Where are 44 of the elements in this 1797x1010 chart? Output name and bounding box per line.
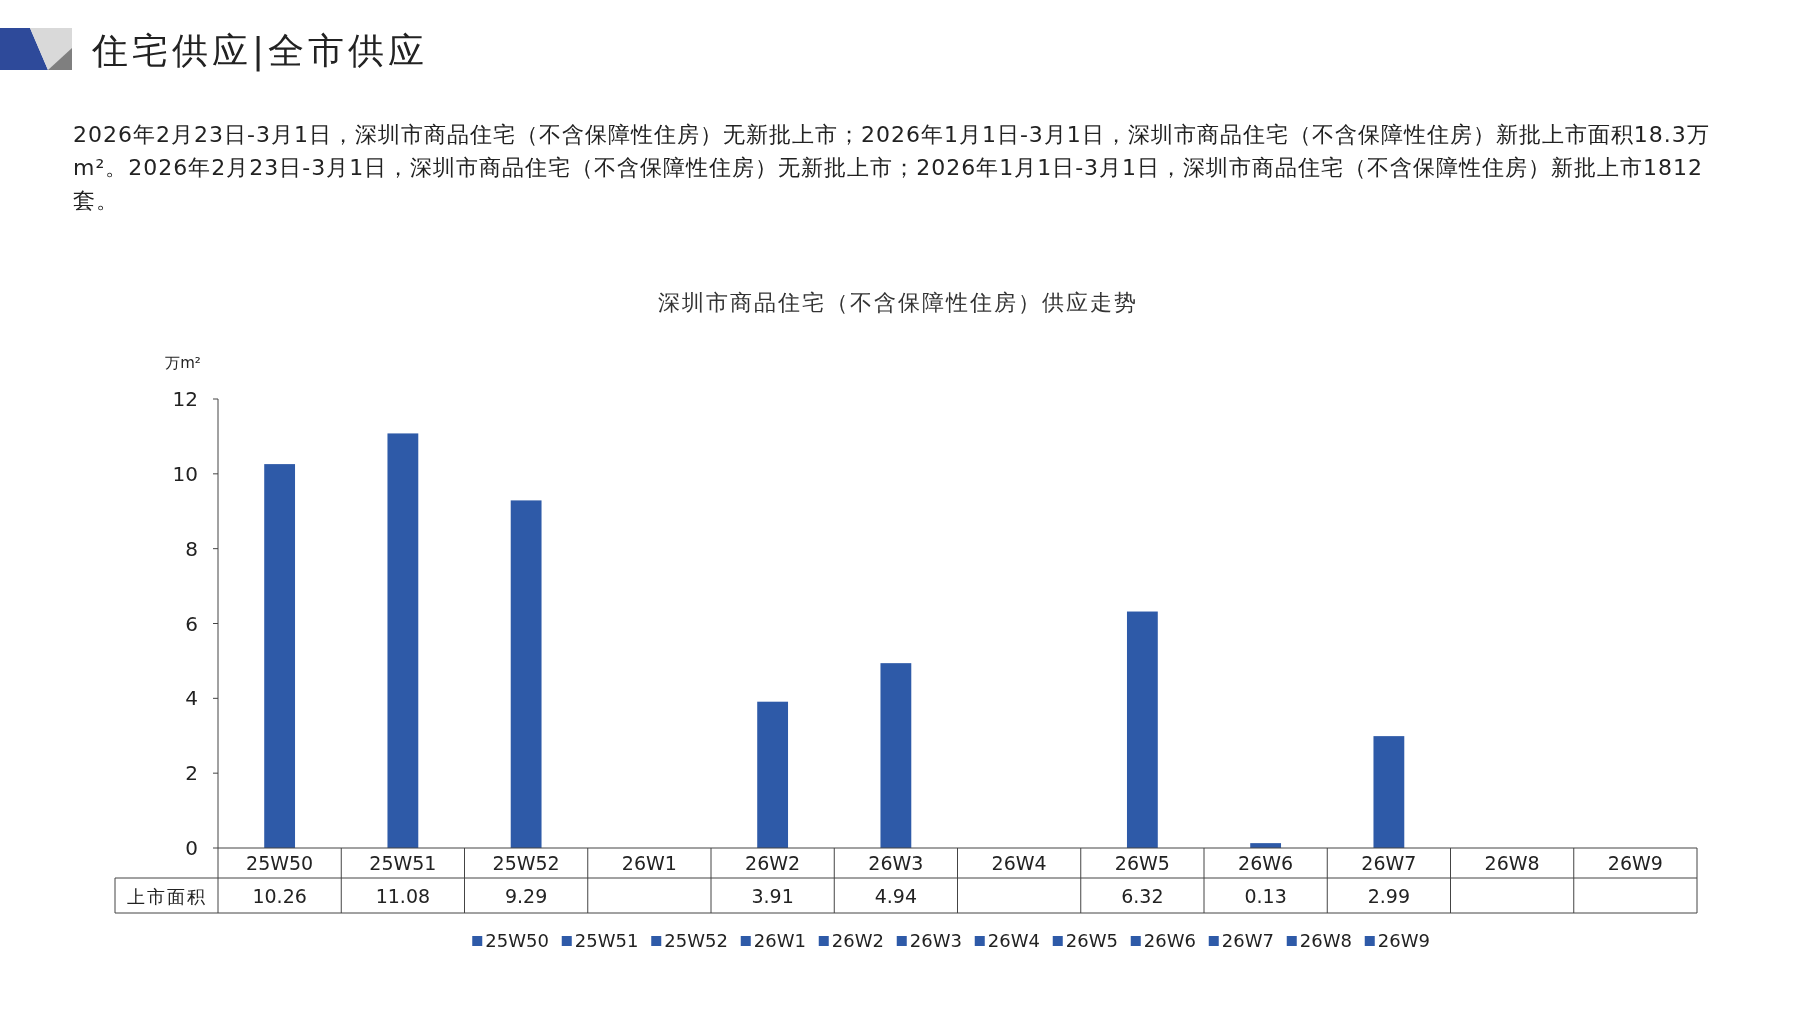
data-label: 11.08 bbox=[375, 885, 431, 907]
y-tick-label: 12 bbox=[172, 387, 198, 411]
y-tick-label: 2 bbox=[185, 761, 198, 786]
category-label: 26W2 bbox=[831, 930, 884, 951]
y-tick-label: 4 bbox=[185, 686, 198, 711]
category-label: 25W50 bbox=[485, 930, 549, 951]
data-label: 0.13 bbox=[1244, 885, 1287, 907]
category-label: 26W1 bbox=[753, 930, 806, 951]
category-label: 25W51 bbox=[574, 930, 639, 951]
data-label: 6.32 bbox=[1121, 885, 1164, 907]
x-tick-label: 26W5 bbox=[1114, 852, 1170, 874]
x-tick-label: 25W50 bbox=[246, 852, 314, 874]
x-tick-label: 26W2 bbox=[745, 852, 801, 874]
y-axis-title: 万m² bbox=[165, 354, 201, 372]
x-tick-label: 26W9 bbox=[1607, 852, 1663, 874]
text: 深圳市商品住宅（不含保障性住房）供应走势 bbox=[657, 290, 1138, 315]
category-label: 26W6 bbox=[1143, 930, 1196, 951]
x-tick-label: 26W6 bbox=[1238, 852, 1294, 874]
chart-title: 住宅供应|全市供应 bbox=[91, 30, 429, 72]
x-tick-label: 26W7 bbox=[1361, 852, 1417, 874]
category-label: 26W8 bbox=[1299, 930, 1352, 951]
category-label: 26W9 bbox=[1377, 930, 1430, 951]
x-tick-label: 26W8 bbox=[1484, 852, 1540, 874]
category-label: 26W4 bbox=[987, 930, 1040, 951]
y-tick-label: 8 bbox=[185, 536, 198, 561]
x-tick-label: 26W1 bbox=[621, 852, 677, 874]
text: 上市面积 bbox=[126, 886, 207, 907]
x-tick-label: 25W52 bbox=[492, 852, 560, 874]
x-tick-label: 26W4 bbox=[991, 852, 1047, 874]
category-label: 26W5 bbox=[1065, 930, 1118, 951]
y-tick-label: 10 bbox=[172, 461, 198, 486]
chart-subtitle: 2026年2月23日-3月1日，深圳市商品住宅（不含保障性住房）无新批上市；2026年1月1日-3月1日，深圳市商品住宅（不含保障性住房）新批上市面积18.3万m²。2026年2月23日-3月1日，深圳市商品住宅（不含保障性住房）无新批上市；2026年1月1日-3月1日，深圳市商品住宅（不含保障性住房）新批上市1812套。 bbox=[73, 121, 1711, 215]
data-label: 2.99 bbox=[1367, 885, 1411, 907]
data-label: 10.26 bbox=[252, 885, 307, 907]
category-label: 25W52 bbox=[664, 930, 728, 951]
x-tick-label: 26W3 bbox=[868, 852, 924, 874]
category-label: 26W3 bbox=[909, 930, 962, 951]
y-tick-label: 0 bbox=[185, 836, 198, 860]
category-label: 26W7 bbox=[1221, 930, 1274, 951]
y-tick-label: 6 bbox=[185, 611, 198, 636]
data-label: 3.91 bbox=[751, 885, 794, 907]
data-label: 4.94 bbox=[874, 885, 918, 907]
x-tick-label: 25W51 bbox=[369, 852, 437, 874]
data-label: 9.29 bbox=[504, 885, 548, 907]
